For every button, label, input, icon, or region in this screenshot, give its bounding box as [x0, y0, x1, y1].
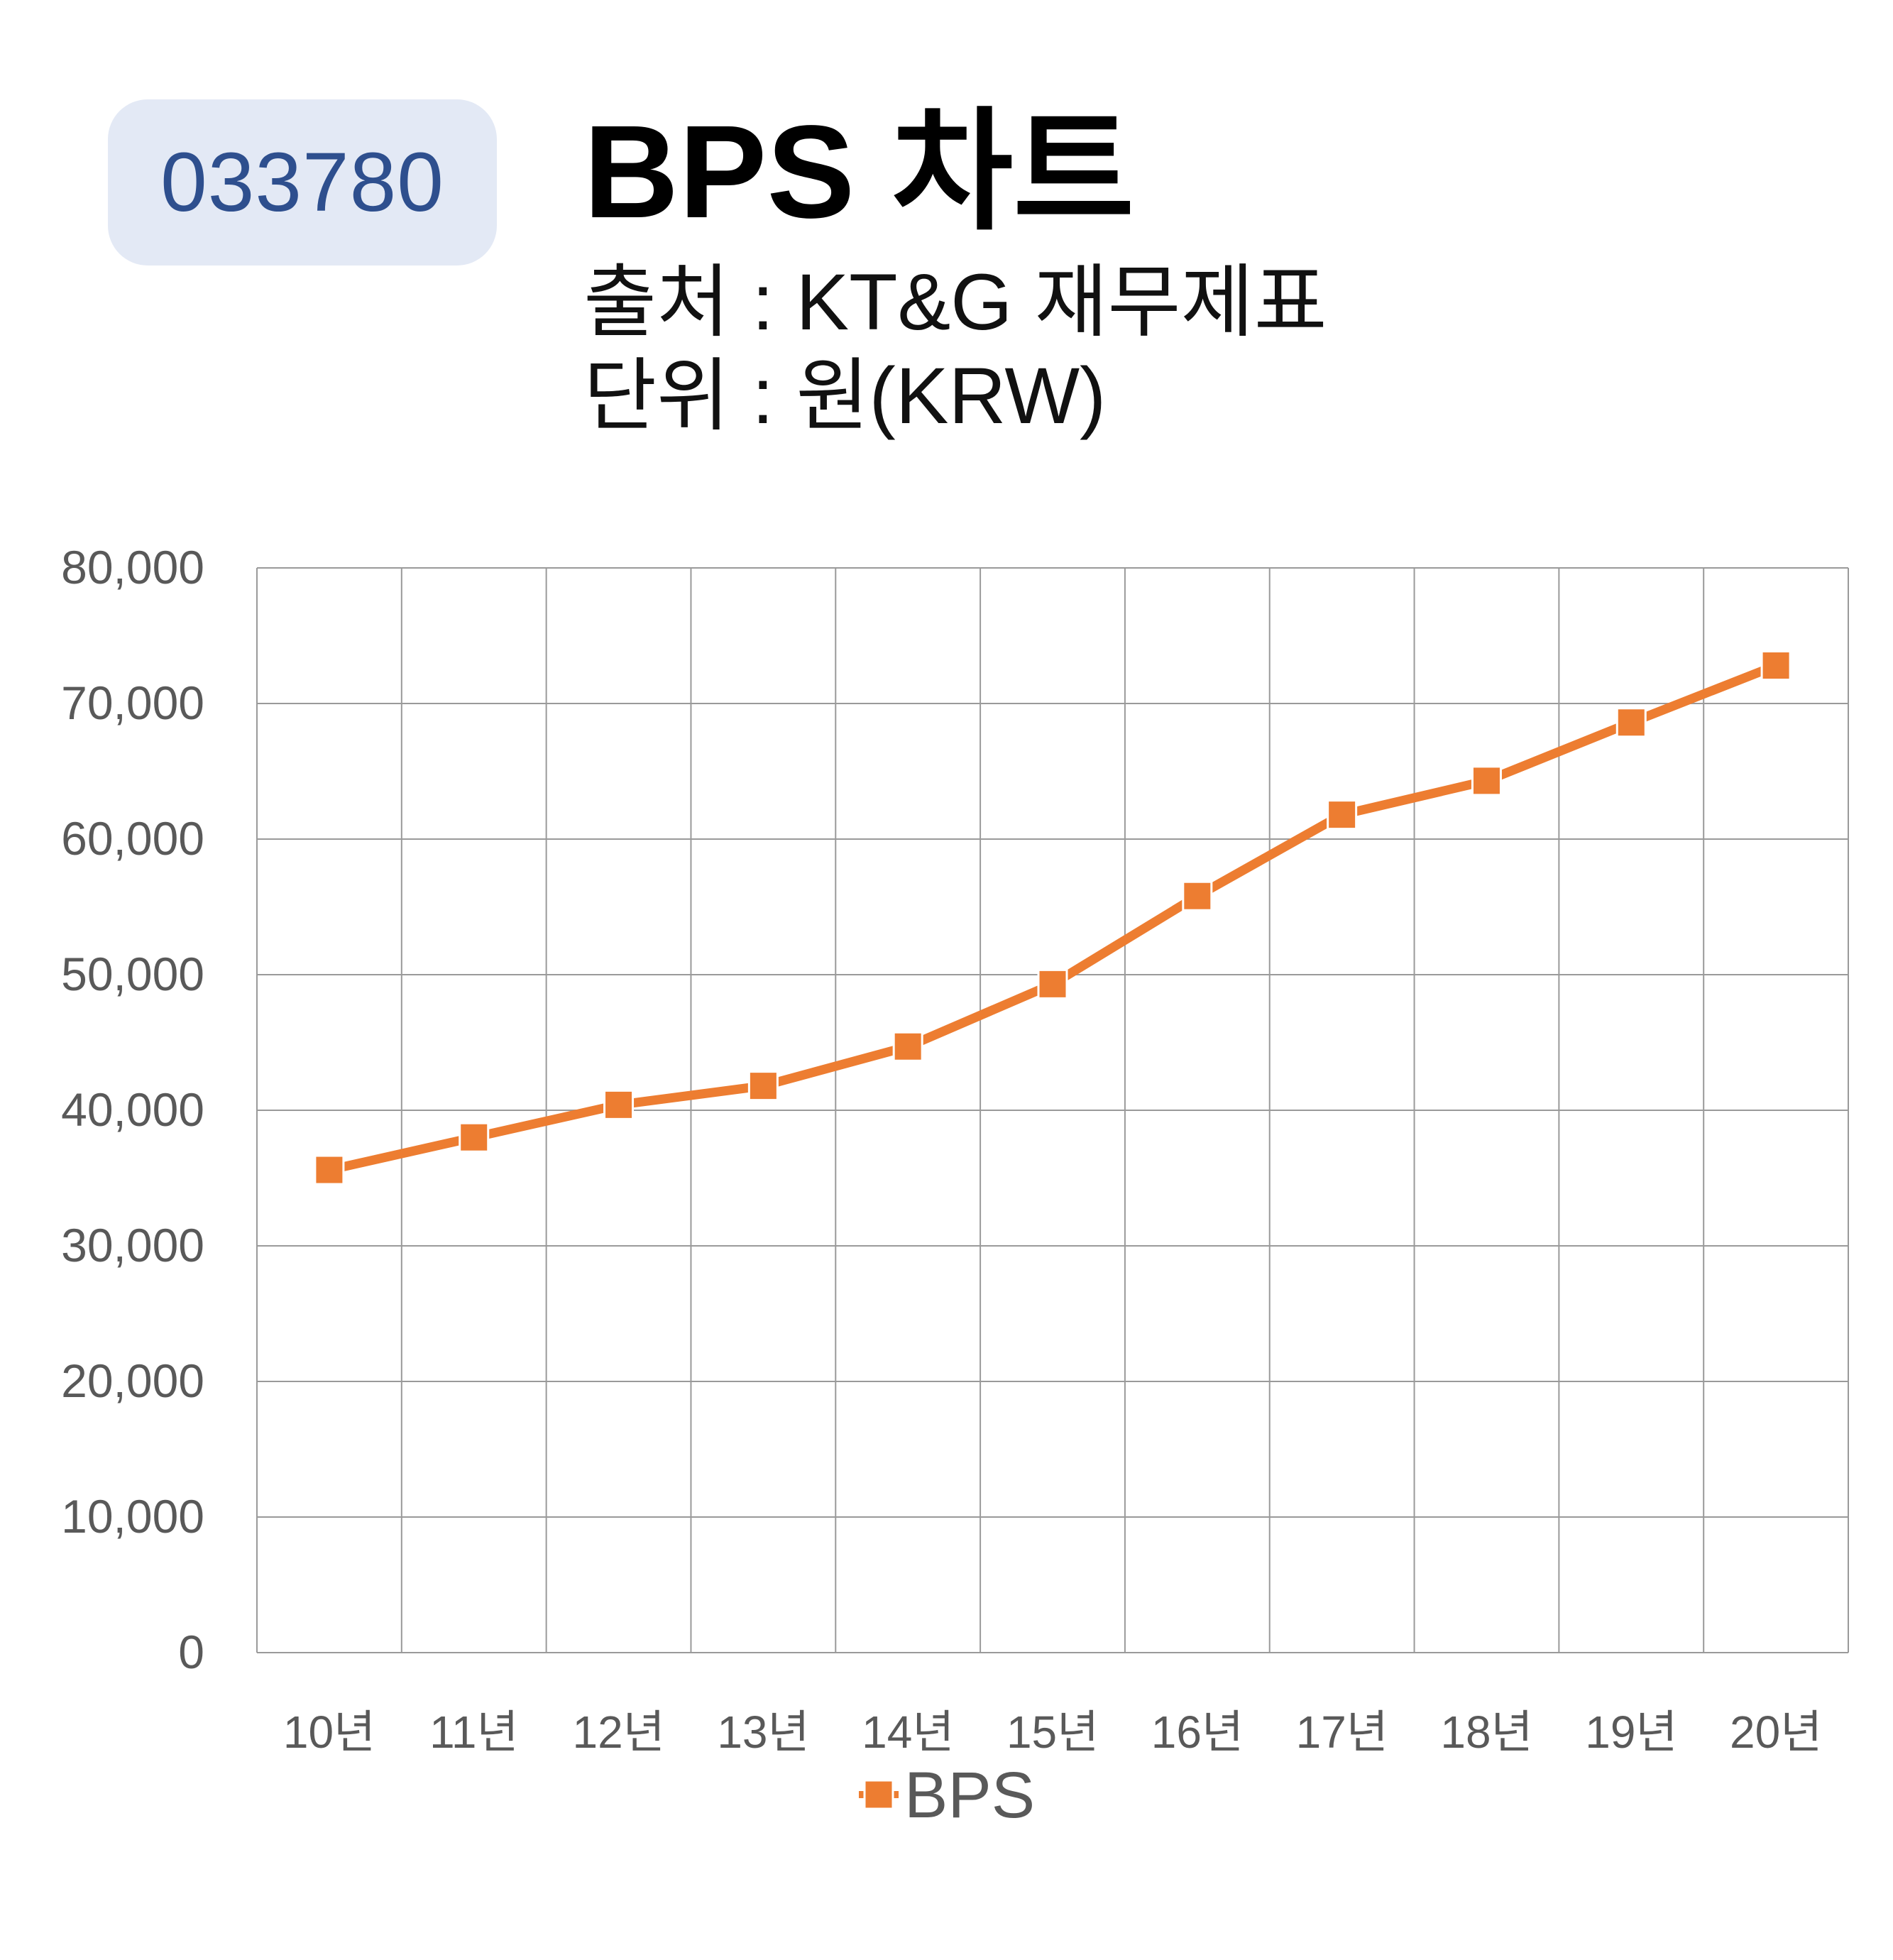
y-tick-label: 60,000 — [61, 812, 204, 865]
x-tick-label: 10년 — [283, 1707, 375, 1758]
data-point-marker — [603, 1089, 635, 1120]
y-tick-label: 40,000 — [61, 1083, 204, 1136]
chart-title: BPS 차트 — [583, 99, 1135, 246]
y-tick-label: 70,000 — [61, 677, 204, 729]
x-tick-label: 15년 — [1006, 1707, 1099, 1758]
y-tick-label: 10,000 — [61, 1490, 204, 1543]
x-tick-label: 18년 — [1440, 1707, 1532, 1758]
y-tick-label: 50,000 — [61, 948, 204, 1000]
legend-marker — [863, 1779, 894, 1810]
data-point-marker — [747, 1071, 779, 1102]
data-point-marker — [1327, 799, 1358, 831]
x-tick-label: 13년 — [717, 1707, 809, 1758]
series-bps — [314, 650, 1792, 1186]
source-line: 출처 : KT&G 재무제표 — [583, 258, 1327, 346]
x-tick-label: 11년 — [429, 1707, 518, 1758]
y-tick-label: 30,000 — [61, 1219, 204, 1271]
stock-code-badge: 033780 — [108, 99, 497, 265]
x-tick-label: 12년 — [573, 1707, 665, 1758]
x-tick-label: 17년 — [1296, 1707, 1388, 1758]
stock-code: 033780 — [160, 136, 444, 229]
x-axis-ticks: 10년 11년 12년 13년 14년 15년 16년 17년 18년 19년 20년 — [283, 1707, 1822, 1758]
data-point-marker — [459, 1122, 490, 1153]
data-point-marker — [1615, 707, 1647, 738]
x-tick-label: 19년 — [1585, 1707, 1677, 1758]
y-axis-ticks: 0 10,000 20,000 30,000 40,000 50,000 60,000 70,… — [61, 541, 204, 1678]
legend-label: BPS — [904, 1759, 1035, 1832]
data-point-marker — [1471, 765, 1502, 796]
data-point-marker — [892, 1031, 923, 1062]
data-point-marker — [1760, 650, 1792, 681]
x-tick-label: 16년 — [1151, 1707, 1244, 1758]
legend: BPS — [859, 1759, 1035, 1832]
grid — [256, 567, 1849, 1653]
y-tick-label: 0 — [178, 1626, 204, 1678]
x-tick-label: 20년 — [1730, 1707, 1822, 1758]
y-tick-label: 20,000 — [61, 1354, 204, 1407]
y-tick-label: 80,000 — [61, 541, 204, 593]
data-point-marker — [314, 1154, 345, 1186]
unit-line: 단위 : 원(KRW) — [583, 351, 1107, 440]
x-tick-label: 14년 — [862, 1707, 954, 1758]
data-point-marker — [1182, 880, 1213, 911]
data-point-marker — [1037, 968, 1068, 1000]
